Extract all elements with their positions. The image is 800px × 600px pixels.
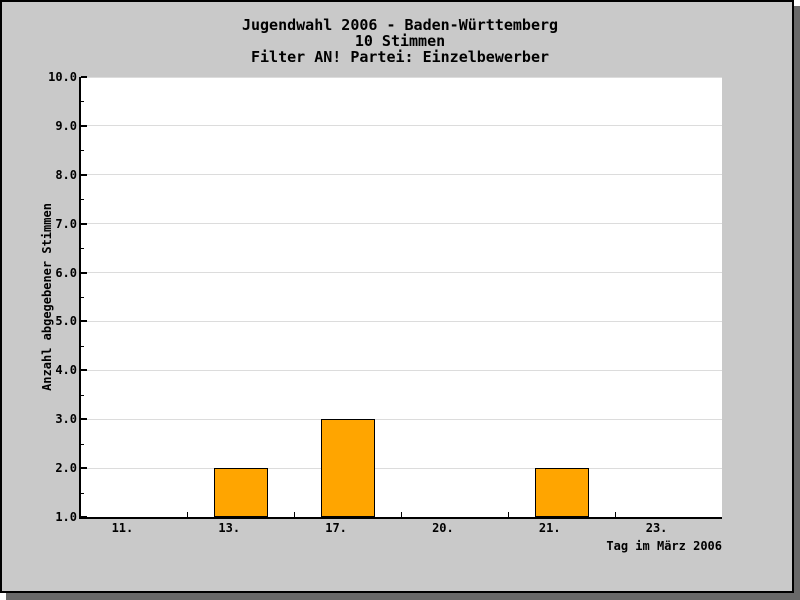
y-tick-label: 5.0 xyxy=(55,314,77,329)
plot-area xyxy=(81,77,722,517)
y-minor-tick xyxy=(81,492,84,494)
grid-line xyxy=(81,272,722,274)
y-major-tick xyxy=(81,76,87,78)
y-tick-label: 9.0 xyxy=(55,118,77,133)
y-tick-label: 2.0 xyxy=(55,461,77,476)
y-major-tick xyxy=(81,124,87,127)
y-minor-tick xyxy=(81,150,84,152)
y-tick-label: 10.0 xyxy=(48,70,77,84)
chart-title-block: Jugendwahl 2006 - Baden-Württemberg 10 S… xyxy=(2,17,798,65)
y-major-tick xyxy=(81,271,87,274)
x-tick-label: 11. xyxy=(111,521,134,535)
x-tick xyxy=(401,512,402,517)
x-tick-label: 23. xyxy=(645,521,668,535)
x-tick-label: 20. xyxy=(432,521,454,535)
y-minor-tick xyxy=(81,345,84,347)
y-minor-tick xyxy=(81,199,84,201)
y-tick-label: 3.0 xyxy=(55,412,77,427)
chart-subtitle: 10 Stimmen xyxy=(354,32,446,50)
x-tick-label: 13. xyxy=(218,521,241,535)
x-tick xyxy=(294,512,296,517)
y-major-tick xyxy=(81,173,87,176)
y-major-tick xyxy=(81,467,87,470)
y-tick-label: 1.0 xyxy=(55,510,77,524)
grid-line xyxy=(81,125,722,127)
x-axis-title: Tag im März 2006 xyxy=(606,539,722,553)
y-minor-tick xyxy=(81,394,84,396)
y-major-tick xyxy=(81,222,87,225)
grid-line xyxy=(81,369,722,371)
bar-21 xyxy=(534,468,589,517)
y-major-tick xyxy=(81,418,87,421)
chart-filter-annotation: Filter AN! Partei: Einzelbewerber xyxy=(250,48,549,66)
grid-line xyxy=(81,223,722,225)
chart-title: Jugendwahl 2006 - Baden-Württemberg xyxy=(241,16,559,34)
y-minor-tick xyxy=(81,443,84,445)
bar-17 xyxy=(321,419,376,517)
grid-line xyxy=(81,418,722,420)
y-major-tick xyxy=(81,320,87,323)
y-tick-label: 4.0 xyxy=(55,363,77,378)
bar-13 xyxy=(214,468,269,517)
grid-line xyxy=(81,174,722,176)
y-axis-line xyxy=(79,77,81,519)
y-minor-tick xyxy=(81,101,84,103)
x-tick xyxy=(614,512,616,517)
x-tick xyxy=(507,512,509,517)
grid-line xyxy=(81,320,722,322)
y-tick-label: 8.0 xyxy=(55,167,77,182)
y-tick-label: 6.0 xyxy=(55,265,77,280)
y-tick-label: 7.0 xyxy=(55,216,77,231)
y-major-tick xyxy=(81,516,87,518)
grid-line xyxy=(81,467,722,469)
x-tick xyxy=(187,512,189,517)
grid-line xyxy=(81,76,722,78)
y-minor-tick xyxy=(81,248,84,250)
y-major-tick xyxy=(81,369,87,372)
y-axis-title: Anzahl abgegebener Stimmen xyxy=(40,203,54,391)
y-minor-tick xyxy=(81,297,84,298)
x-axis-line xyxy=(79,517,722,519)
x-tick-label: 17. xyxy=(325,521,347,535)
x-tick-label: 21. xyxy=(538,521,561,535)
